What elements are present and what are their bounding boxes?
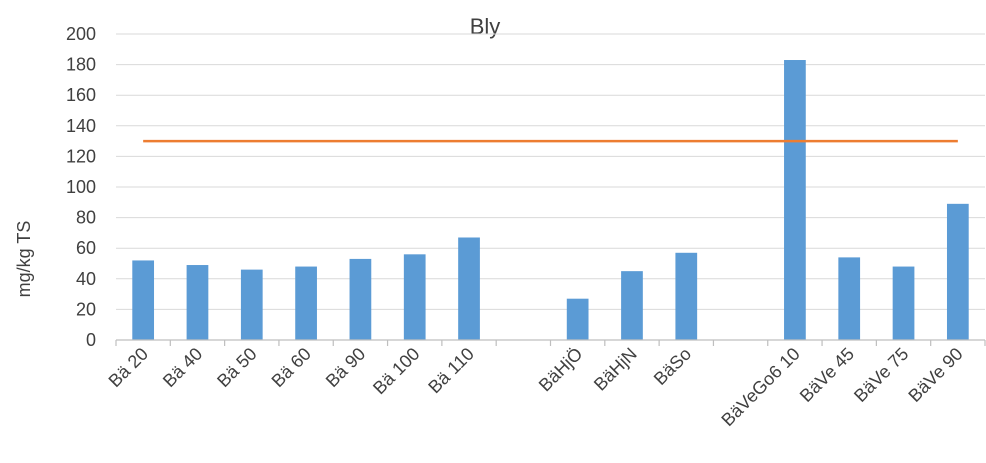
x-tick-label: Bä 20 xyxy=(105,344,152,391)
y-tick-label: 100 xyxy=(66,177,96,197)
x-tick-label: Bä 60 xyxy=(268,344,315,391)
x-tick-label: BäVe 90 xyxy=(904,344,966,406)
bar xyxy=(240,269,263,340)
bar xyxy=(892,266,915,340)
bar xyxy=(458,237,480,340)
x-tick-label: Bä 100 xyxy=(369,344,423,398)
y-tick-label: 120 xyxy=(66,146,96,166)
x-tick-label: Bä 110 xyxy=(424,344,478,398)
y-tick-label: 140 xyxy=(66,116,96,136)
bar xyxy=(295,266,317,340)
y-axis-title: mg/kg TS xyxy=(14,221,34,298)
bar xyxy=(784,60,806,340)
y-tick-label: 20 xyxy=(76,299,96,319)
y-tick-label: 40 xyxy=(76,269,96,289)
y-tick-label: 80 xyxy=(76,208,96,228)
x-axis xyxy=(115,339,986,346)
y-tick-label: 180 xyxy=(66,55,96,75)
bar xyxy=(403,254,426,340)
x-tick-label: BäVe 75 xyxy=(850,344,912,406)
y-tick-label: 60 xyxy=(76,238,96,258)
x-tick-label: BäHjN xyxy=(590,344,641,395)
y-axis-ticks: 0 20 40 60 80 100 120 140 160 180 200 xyxy=(66,24,96,350)
bar xyxy=(675,252,698,340)
x-tick-label: Bä 90 xyxy=(322,344,369,391)
x-axis-labels: Bä 20 Bä 40 Bä 50 Bä 60 Bä 90 Bä 100 Bä 110 BäH… xyxy=(105,344,967,430)
bar xyxy=(838,257,861,340)
bar xyxy=(946,203,969,340)
bar xyxy=(566,298,589,340)
x-tick-label: BäSo xyxy=(650,344,695,389)
bar xyxy=(349,258,372,340)
bars xyxy=(132,60,969,340)
y-tick-label: 200 xyxy=(66,24,96,44)
x-tick-label: BäVe 45 xyxy=(796,344,858,406)
chart-title: Bly xyxy=(470,14,501,39)
bar xyxy=(132,260,155,340)
x-tick-label: BäVeGo6 10 xyxy=(717,344,803,430)
y-tick-label: 0 xyxy=(86,330,96,350)
bar xyxy=(186,265,209,340)
x-tick-label: BäHjÖ xyxy=(535,344,587,396)
x-tick-label: Bä 50 xyxy=(213,344,260,391)
bar xyxy=(621,271,643,340)
y-tick-label: 160 xyxy=(66,85,96,105)
x-tick-label: Bä 40 xyxy=(159,344,206,391)
